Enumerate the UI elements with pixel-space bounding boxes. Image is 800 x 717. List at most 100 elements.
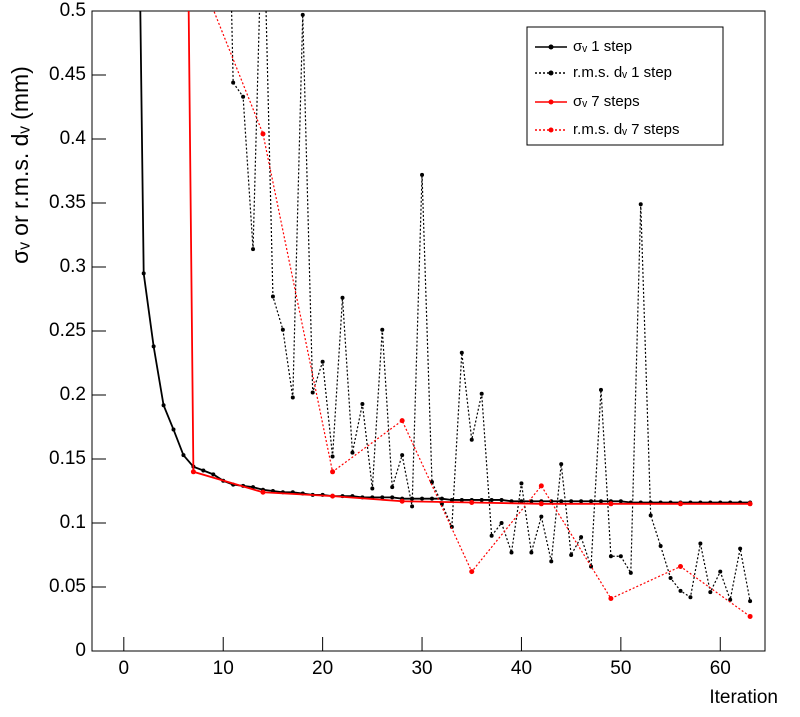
- data-point: [459, 497, 464, 502]
- data-point: [538, 501, 544, 507]
- data-point: [678, 501, 684, 507]
- legend-label: r.m.s. dᵥ 7 steps: [573, 121, 680, 138]
- legend-marker: [548, 99, 554, 105]
- data-point: [489, 533, 494, 538]
- data-point: [509, 550, 514, 555]
- y-tick-label: 0.3: [60, 256, 86, 277]
- legend-marker: [548, 70, 554, 76]
- data-point: [598, 499, 603, 504]
- series-line: [187, 11, 751, 505]
- data-point: [260, 131, 266, 137]
- data-point: [569, 499, 574, 504]
- data-point: [738, 546, 743, 551]
- legend-marker: [548, 44, 554, 50]
- data-point: [678, 564, 684, 570]
- y-axis-label: σᵥ or r.m.s. dᵥ (mm): [7, 66, 33, 264]
- data-point: [529, 550, 534, 555]
- data-point: [310, 390, 315, 395]
- data-point: [390, 485, 395, 490]
- data-point: [330, 493, 336, 499]
- data-point: [439, 496, 444, 501]
- data-point: [608, 596, 614, 602]
- data-point: [410, 504, 415, 509]
- data-point: [479, 497, 484, 502]
- y-tick-label: 0.35: [49, 192, 86, 213]
- data-point: [161, 403, 166, 408]
- data-point: [181, 453, 186, 458]
- data-point: [499, 521, 504, 525]
- data-point: [429, 496, 434, 501]
- x-tick-label: 50: [610, 658, 631, 679]
- data-point: [499, 497, 504, 502]
- y-tick-label: 0.5: [60, 0, 86, 21]
- legend-marker: [548, 127, 554, 133]
- data-point: [151, 344, 156, 349]
- data-point: [420, 172, 425, 177]
- data-point: [211, 472, 216, 477]
- y-tick-label: 0.05: [49, 576, 86, 597]
- data-point: [747, 501, 753, 507]
- data-point: [380, 495, 385, 500]
- data-point: [559, 462, 564, 467]
- data-point: [678, 588, 683, 593]
- data-point: [231, 80, 236, 85]
- data-point: [579, 535, 584, 540]
- data-point: [519, 499, 524, 504]
- x-axis-label: Iteration: [709, 687, 778, 708]
- data-point: [598, 387, 603, 392]
- data-point: [370, 486, 375, 491]
- data-point: [469, 569, 475, 575]
- data-point: [579, 499, 584, 504]
- data-point: [668, 576, 673, 581]
- legend-label: σᵥ 7 steps: [573, 93, 640, 110]
- data-point: [489, 497, 494, 502]
- data-point: [688, 595, 693, 600]
- y-tick-label: 0.1: [60, 512, 86, 533]
- data-point: [420, 496, 425, 501]
- data-point: [509, 499, 514, 504]
- data-point: [400, 453, 405, 458]
- x-tick-label: 10: [213, 658, 234, 679]
- y-tick-label: 0.25: [49, 320, 86, 341]
- y-tick-label: 0: [75, 640, 86, 661]
- y-tick-label: 0.45: [49, 64, 86, 85]
- data-point: [399, 498, 405, 504]
- data-point: [459, 350, 464, 355]
- data-point: [608, 501, 614, 507]
- data-point: [350, 450, 355, 455]
- data-point: [241, 94, 246, 99]
- data-point: [648, 513, 653, 518]
- data-point: [360, 401, 365, 406]
- data-point: [618, 499, 623, 504]
- data-point: [399, 418, 405, 424]
- x-tick-label: 0: [119, 658, 130, 679]
- data-point: [519, 481, 524, 486]
- data-point: [638, 202, 643, 207]
- data-point: [559, 499, 564, 504]
- data-point: [141, 271, 146, 276]
- series-line: [230, 11, 751, 603]
- legend-label: σᵥ 1 step: [573, 38, 632, 55]
- data-point: [747, 613, 753, 619]
- y-tick-label: 0.2: [60, 384, 86, 405]
- data-point: [429, 480, 434, 485]
- data-point: [698, 541, 703, 546]
- data-point: [469, 500, 475, 506]
- data-point: [320, 359, 325, 364]
- data-point: [380, 327, 385, 332]
- data-point: [190, 469, 196, 475]
- data-point: [708, 590, 713, 595]
- plot-area: [139, 11, 753, 619]
- y-tick-label: 0.15: [49, 448, 86, 469]
- data-point: [251, 247, 256, 252]
- data-point: [628, 570, 633, 575]
- data-point: [718, 569, 723, 574]
- data-point: [330, 454, 335, 459]
- data-point: [608, 554, 613, 559]
- data-point: [260, 489, 266, 495]
- data-point: [539, 514, 544, 519]
- data-point: [538, 483, 544, 489]
- data-point: [549, 559, 554, 564]
- data-point: [201, 468, 206, 473]
